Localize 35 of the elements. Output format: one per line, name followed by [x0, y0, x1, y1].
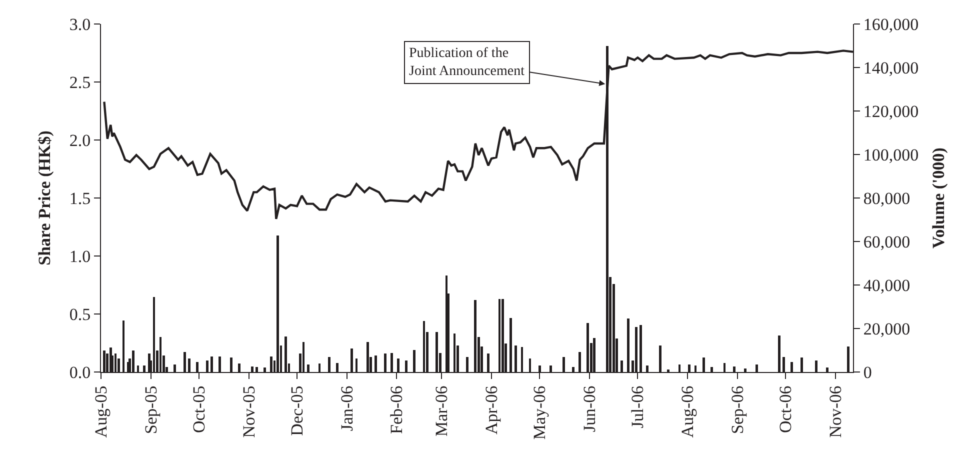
x-tick-label: Aug-06 — [678, 386, 698, 438]
x-tick-label: Jan-06 — [337, 386, 356, 432]
x-tick-label: Oct-06 — [776, 386, 796, 434]
y2-tick-label: 80,000 — [863, 188, 910, 208]
y2-tick-label: 20,000 — [863, 319, 910, 338]
x-tick-label: Jun-06 — [580, 386, 600, 432]
x-tick-label: Sep-06 — [728, 386, 747, 434]
x-tick-label: Feb-06 — [387, 386, 406, 434]
x-tick-label: Apr-06 — [482, 386, 501, 435]
y2-tick-label: 0 — [863, 362, 872, 382]
y-tick-label: 0.5 — [69, 304, 91, 324]
y-tick-label: 1.0 — [69, 246, 91, 266]
y2-tick-label: 60,000 — [863, 232, 910, 252]
y2-tick-label: 120,000 — [863, 102, 919, 121]
x-tick-label: Nov-06 — [826, 386, 845, 438]
y-tick-label: 3.0 — [69, 14, 91, 34]
y-tick-label: 0.0 — [69, 362, 91, 382]
y2-tick-label: 140,000 — [863, 58, 919, 78]
x-tick-label: Sep-05 — [141, 386, 160, 434]
x-tick-label: Aug-05 — [92, 386, 111, 438]
y2-tick-label: 40,000 — [863, 276, 910, 295]
y-tick-label: 2.0 — [69, 130, 91, 150]
y-tick-label: 2.5 — [69, 72, 91, 92]
y2-axis-title: Volume ('000) — [929, 148, 948, 248]
annotation: Publication of the Joint Announcement — [409, 46, 525, 80]
x-tick-label: Oct-05 — [190, 386, 209, 434]
x-tick-label: Dec-05 — [288, 386, 307, 436]
x-tick-label: Mar-06 — [432, 386, 452, 436]
x-tick-label: Nov-05 — [239, 386, 258, 438]
x-tick-label: May-06 — [530, 386, 550, 440]
y-tick-label: 1.5 — [69, 188, 91, 208]
x-tick-label: Jul-06 — [628, 386, 648, 428]
y2-tick-label: 100,000 — [863, 145, 919, 164]
y2-tick-label: 160,000 — [863, 14, 919, 34]
y-axis-title: Share Price (HK$) — [34, 130, 54, 266]
